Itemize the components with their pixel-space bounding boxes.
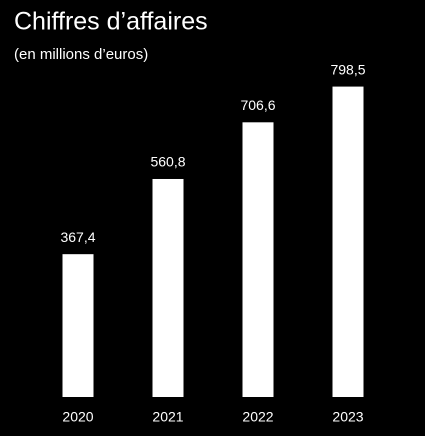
value-label: 706,6: [240, 97, 275, 113]
bar: [332, 86, 364, 397]
value-label: 367,4: [60, 229, 95, 245]
x-tick-label: 2022: [242, 409, 273, 425]
value-label: 560,8: [150, 154, 185, 170]
bar: [242, 122, 274, 397]
value-label: 798,5: [330, 61, 365, 77]
x-tick-label: 2021: [152, 409, 183, 425]
chart-title: Chiffres d’affaires: [14, 8, 208, 36]
bar: [62, 254, 94, 397]
bar: [152, 178, 184, 397]
x-tick-label: 2023: [332, 409, 363, 425]
chart-subtitle: (en millions d’euros): [14, 46, 148, 63]
x-tick-label: 2020: [62, 409, 93, 425]
